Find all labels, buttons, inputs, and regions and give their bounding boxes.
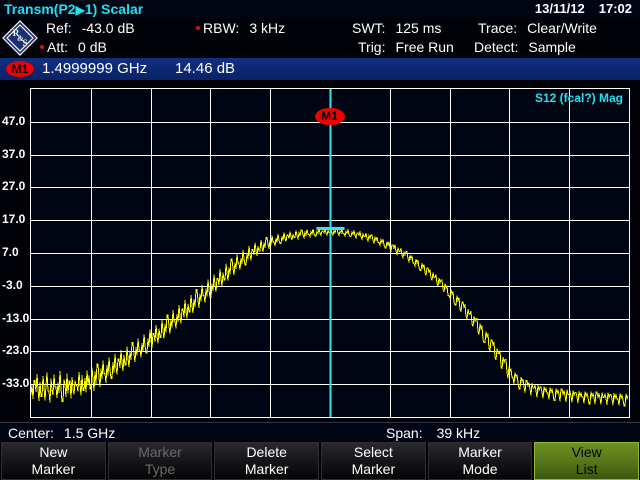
setting-ref[interactable]: Ref: -43.0 dB [46, 19, 135, 38]
setting-att-label: Att: [47, 39, 69, 55]
marker-info-bar[interactable]: M1 1.4999999 GHz 14.46 dB [0, 58, 640, 80]
rohde-schwarz-logo-icon: R & S [2, 20, 38, 56]
softkey-bar: New Marker Marker Type Delete Marker Select Mar… [0, 442, 640, 480]
center-frequency[interactable]: Center: 1.5 GHz [8, 423, 115, 443]
softkey-line2: Marker [351, 461, 396, 477]
setting-trace-label: Trace: [478, 20, 518, 36]
svg-text:R: R [13, 28, 20, 38]
direction-arrow-icon: ▶ [75, 3, 85, 17]
center-value: 1.5 GHz [63, 425, 116, 441]
title-prefix: Transm(P2 [4, 1, 76, 17]
coupling-dot-icon [40, 45, 44, 50]
softkey-line2: Marker [244, 461, 289, 477]
setting-trace[interactable]: Trace: Clear/Write [478, 19, 597, 38]
span-value: 39 kHz [436, 425, 481, 441]
setting-att-value: 0 dB [78, 39, 107, 55]
y-axis-tick-label: -3.0 [2, 277, 23, 292]
settings-header: R & S Ref: -43.0 dB Att: 0 dB RBW: 3 kHz SW… [0, 18, 640, 58]
svg-text:S: S [22, 38, 27, 48]
softkey-line1: Marker [138, 444, 182, 460]
y-axis-tick-label: 7.0 [2, 245, 19, 259]
softkey-line1: Select [353, 444, 393, 460]
setting-rbw-label: RBW: [203, 20, 240, 36]
coupling-dot-icon [196, 26, 200, 31]
title-suffix: 1) Scalar [84, 1, 144, 17]
softkey-marker-mode[interactable]: Marker Mode [427, 442, 533, 480]
span-frequency[interactable]: Span: 39 kHz [386, 423, 480, 443]
marker-m1-plot-badge[interactable]: M1 [314, 108, 345, 125]
diagram-area: 47.0 37.0 27.0 17.0 7.0 -3.0 -13.0 -23.0 -33.0 S… [0, 80, 640, 422]
setting-ref-label: Ref: [46, 20, 72, 36]
softkey-line2: Mode [462, 461, 498, 477]
softkey-delete-marker[interactable]: Delete Marker [214, 442, 320, 480]
span-label: Span: [386, 425, 423, 441]
setting-trig-value: Free Run [395, 39, 454, 55]
y-axis-tick-label: -33.0 [2, 376, 30, 391]
setting-trig[interactable]: Trig: Free Run [358, 38, 454, 57]
y-axis-tick-label: 47.0 [2, 113, 26, 128]
setting-detect-label: Detect: [474, 39, 519, 55]
softkey-line1: View [571, 444, 602, 460]
time-text: 17:02 [598, 1, 632, 16]
center-span-bar: Center: 1.5 GHz Span: 39 kHz [0, 422, 640, 444]
setting-swt-value: 125 ms [395, 20, 442, 36]
setting-trace-value: Clear/Write [527, 20, 597, 36]
y-axis-tick-label: 27.0 [2, 179, 26, 194]
softkey-line1: Marker [458, 444, 502, 460]
plot-canvas [31, 89, 629, 417]
softkey-view-list[interactable]: View List [534, 442, 640, 480]
setting-rbw[interactable]: RBW: 3 kHz [196, 19, 285, 38]
softkey-marker-type: Marker Type [107, 442, 213, 480]
setting-swt-label: SWT: [352, 20, 386, 36]
marker-overlay [316, 89, 345, 417]
center-label: Center: [8, 425, 54, 441]
svg-text:&: & [17, 34, 24, 43]
title-bar: Transm(P2▶1) Scalar 13/11/12 17:02 [0, 0, 640, 19]
y-axis-tick-label: -23.0 [2, 343, 30, 358]
softkey-line2: Marker [31, 461, 76, 477]
setting-detect[interactable]: Detect: Sample [474, 38, 576, 57]
datetime-display: 13/11/12 17:02 [535, 0, 632, 18]
marker-m1-badge[interactable]: M1 [6, 61, 34, 77]
softkey-new-marker[interactable]: New Marker [1, 442, 106, 480]
date-text: 13/11/12 [534, 1, 585, 16]
setting-swt[interactable]: SWT: 125 ms [352, 19, 441, 38]
softkey-line1: Delete [246, 444, 287, 460]
trace-plot[interactable]: S12 (fcal?) Mag [30, 88, 630, 418]
setting-ref-value: -43.0 dB [81, 20, 135, 36]
y-axis-tick-label: 37.0 [2, 146, 26, 161]
setting-att[interactable]: Att: 0 dB [40, 38, 107, 57]
softkey-line2: Type [144, 461, 176, 477]
marker-m1-frequency: 1.4999999 GHz [42, 60, 148, 77]
marker-m1-level: 14.46 dB [175, 60, 236, 77]
softkey-line2: List [575, 461, 598, 477]
page-title: Transm(P2▶1) Scalar [4, 0, 143, 19]
setting-detect-value: Sample [528, 39, 576, 55]
setting-rbw-value: 3 kHz [249, 20, 286, 36]
y-axis-tick-label: 17.0 [2, 212, 26, 227]
setting-trig-label: Trig: [358, 39, 386, 55]
softkey-select-marker[interactable]: Select Marker [321, 442, 426, 480]
y-axis-tick-label: -13.0 [2, 310, 30, 325]
trace-label: S12 (fcal?) Mag [534, 91, 623, 105]
softkey-line1: New [39, 444, 68, 460]
